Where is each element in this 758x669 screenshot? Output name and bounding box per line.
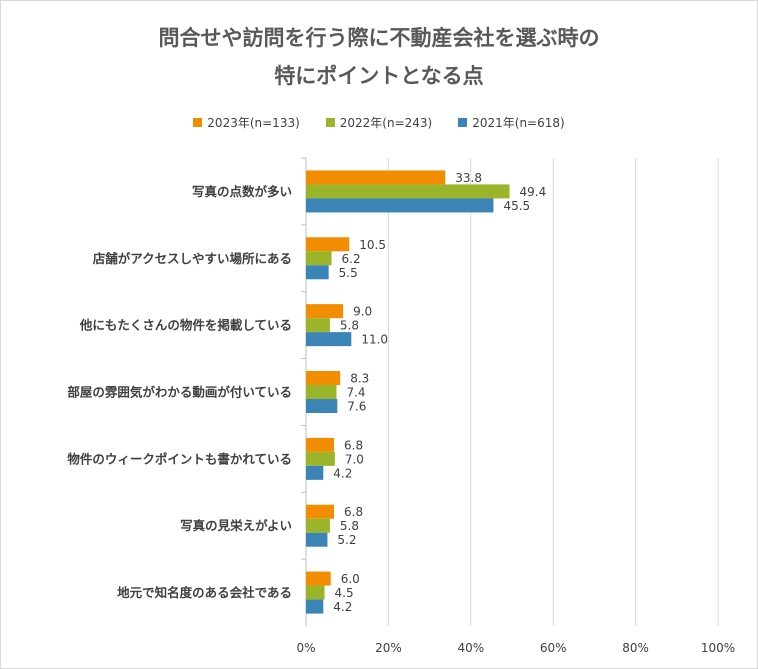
- legend-label-2023: 2023年(n=133): [207, 116, 300, 130]
- data-label: 5.8: [340, 319, 359, 333]
- data-label: 7.6: [347, 400, 366, 414]
- data-label: 6.8: [344, 505, 363, 519]
- chart-title-line-2: 特にポイントとなる点: [274, 64, 484, 88]
- bar: [306, 504, 335, 519]
- bar: [306, 237, 350, 252]
- x-tick-label: 40%: [457, 641, 484, 655]
- data-label: 10.5: [359, 238, 386, 252]
- legend-item-2021: 2021年(n=618): [458, 114, 565, 131]
- category-label: 店舗がアクセスしやすい場所にある: [93, 251, 292, 266]
- bar: [306, 251, 332, 266]
- category-label: 他にもたくさんの物件を掲載している: [79, 318, 292, 333]
- legend-item-2022: 2022年(n=243): [325, 114, 433, 131]
- x-tick-label: 0%: [296, 641, 315, 655]
- data-label: 11.0: [361, 333, 388, 347]
- category-label: 部屋の雰囲気がわかる動画が付いている: [67, 385, 292, 400]
- legend-swatch-2021: [458, 118, 468, 127]
- data-label: 49.4: [520, 185, 547, 199]
- category-label: 物件のウィークポイントも書かれている: [67, 451, 292, 466]
- bar: [306, 198, 494, 213]
- bar: [306, 571, 331, 586]
- bar: [306, 585, 325, 600]
- bar: [306, 518, 330, 533]
- x-tick-label: 100%: [701, 641, 735, 655]
- legend-swatch-2022: [325, 118, 335, 127]
- bar: [306, 332, 352, 347]
- legend-label-2021: 2021年(n=618): [472, 116, 565, 130]
- data-label: 6.2: [342, 252, 361, 266]
- bar: [306, 465, 324, 480]
- data-label: 33.8: [455, 171, 482, 185]
- data-label: 9.0: [353, 305, 372, 319]
- legend: 2023年(n=133) 2022年(n=243) 2021年(n=618): [0, 114, 758, 131]
- bar: [306, 265, 329, 280]
- data-label: 8.3: [350, 372, 369, 386]
- data-label: 4.2: [333, 466, 352, 480]
- bar: [306, 532, 328, 547]
- bar: [306, 437, 335, 452]
- data-label: 6.0: [341, 572, 360, 586]
- data-label: 7.0: [345, 452, 364, 466]
- legend-item-2023: 2023年(n=133): [193, 114, 300, 131]
- data-label: 45.5: [503, 199, 530, 213]
- data-label: 5.5: [339, 266, 358, 280]
- x-tick-label: 80%: [622, 641, 649, 655]
- bar: [306, 451, 335, 466]
- bar: [306, 318, 330, 333]
- x-tick-label: 60%: [540, 641, 567, 655]
- legend-label-2022: 2022年(n=243): [339, 116, 433, 130]
- data-label: 5.8: [340, 519, 359, 533]
- bar: [306, 385, 337, 399]
- data-label: 4.5: [335, 586, 354, 600]
- category-label: 写真の点数が多い: [192, 184, 292, 199]
- bar: [306, 371, 341, 385]
- bar: [306, 304, 344, 319]
- legend-swatch-2023: [193, 118, 203, 127]
- data-label: 7.4: [346, 386, 365, 400]
- bar: [306, 599, 324, 614]
- bar: [306, 399, 338, 413]
- category-label: 写真の見栄えがよい: [180, 518, 292, 533]
- chart-title-line-1: 問合せや訪問を行う際に不動産会社を選ぶ時の: [158, 26, 600, 50]
- data-label: 5.2: [337, 533, 356, 547]
- bar: [306, 170, 446, 185]
- category-label: 地元で知名度のある会社である: [117, 585, 292, 600]
- data-label: 4.2: [333, 600, 352, 614]
- bar: [306, 184, 510, 199]
- x-tick-label: 20%: [375, 641, 402, 655]
- data-label: 6.8: [344, 438, 363, 452]
